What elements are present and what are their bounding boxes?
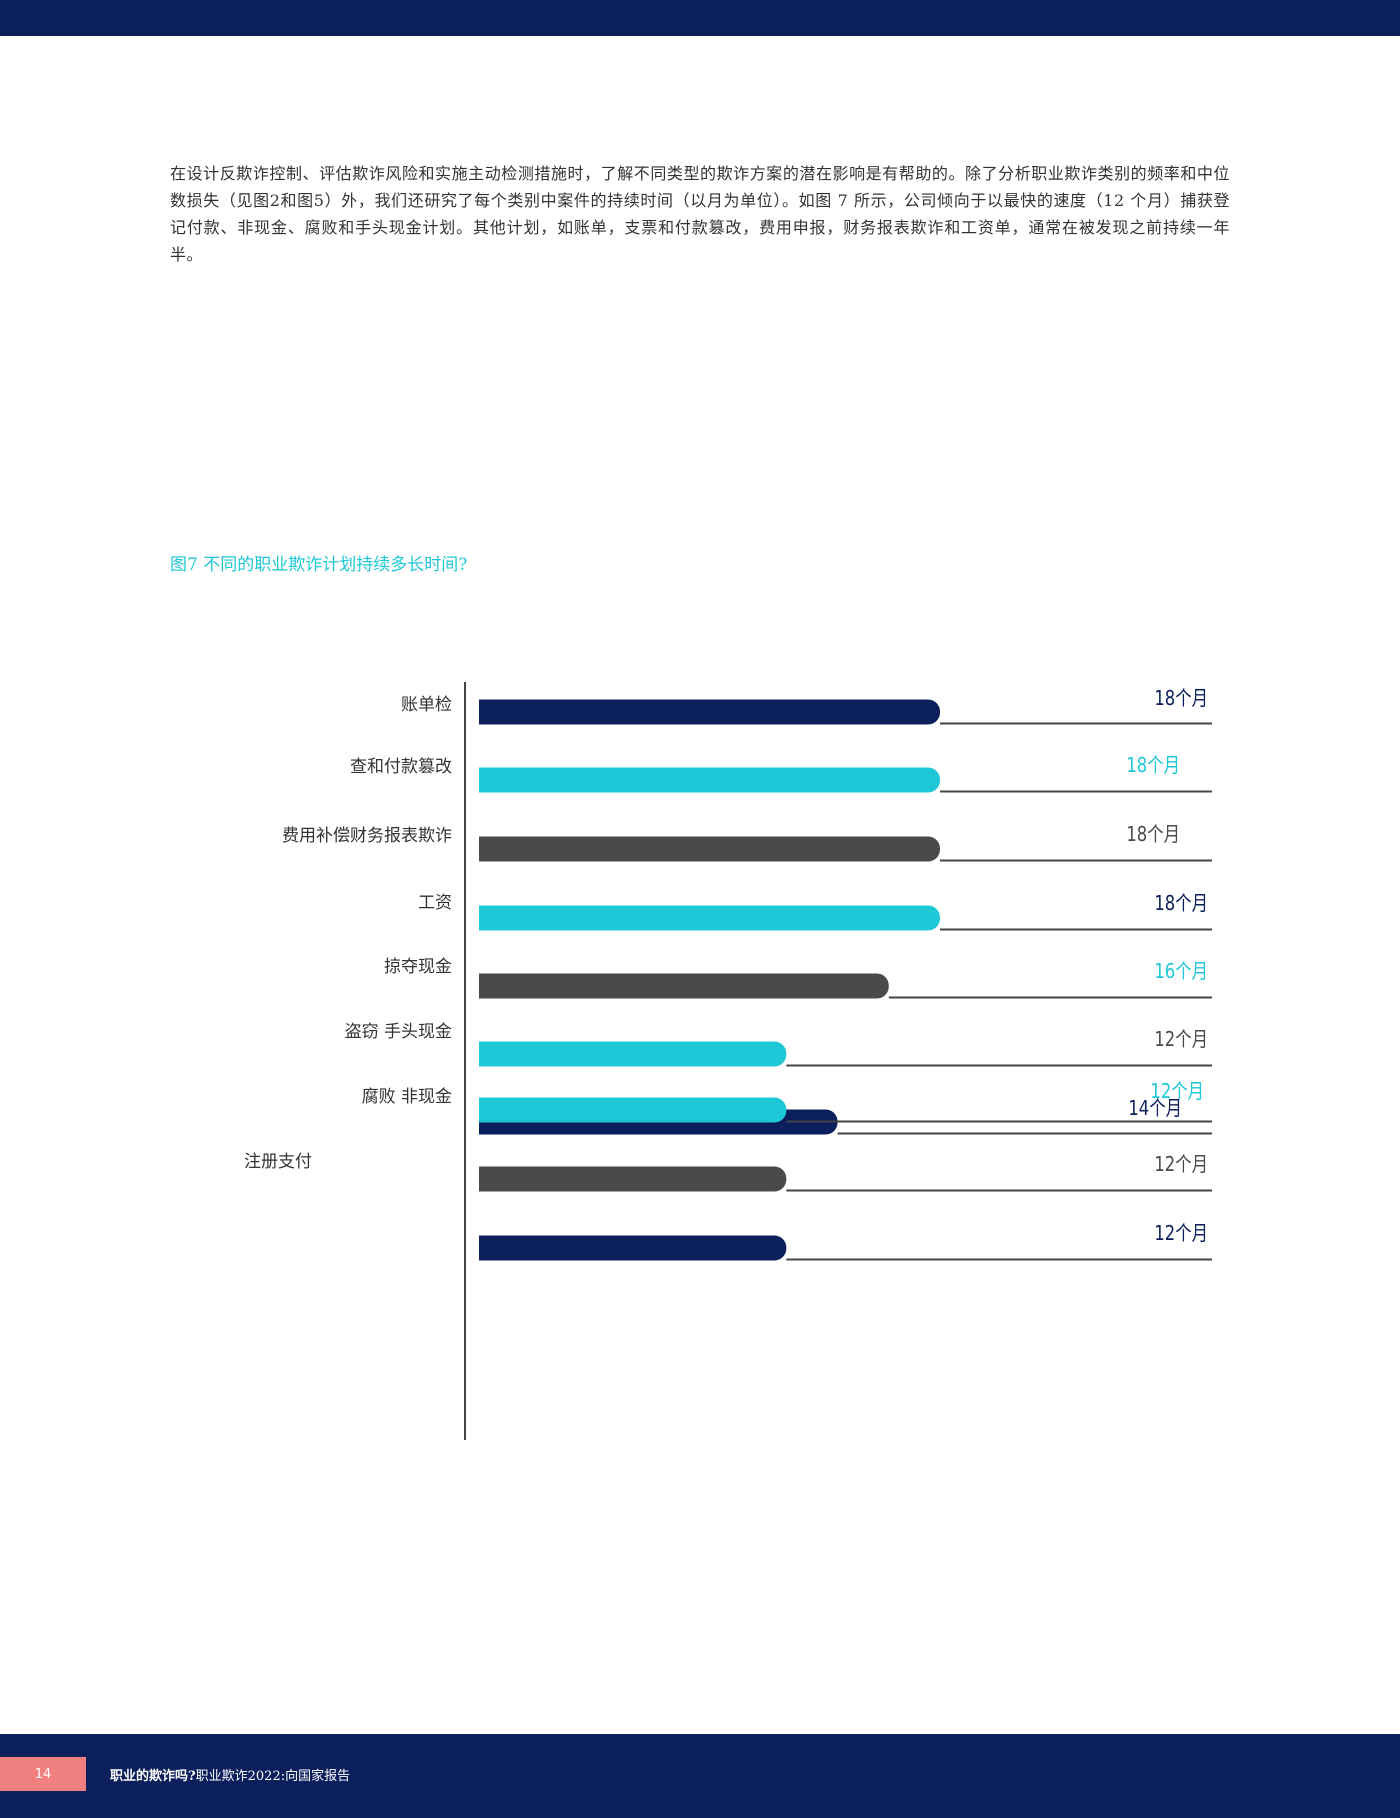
bar-掠夺现金	[479, 973, 889, 999]
category-label: 腐败 非现金	[362, 1087, 452, 1107]
bar-腐败-square-end	[479, 1166, 493, 1192]
footer-band	[0, 1734, 1400, 1818]
chart-title: 图7 不同的职业欺诈计划持续多长时间?	[170, 555, 468, 575]
bar-corruption	[479, 1097, 787, 1123]
bar-注册支付-square-end	[479, 1235, 493, 1261]
intro-paragraph: 在设计反欺诈控制、评估欺诈风险和实施主动检测措施时，了解不同类型的欺诈方案的潜在…	[170, 164, 1230, 264]
value-label: 18个月	[1154, 688, 1208, 711]
value-label: 12个月	[1154, 1154, 1208, 1177]
bar-盗窃 手头现金-square-end	[479, 1041, 493, 1067]
bar-盗窃 手头现金	[479, 1041, 787, 1067]
category-label: 查和付款篡改	[350, 756, 452, 777]
footer-subtitle: 职业欺诈2022:向国家报告	[195, 1769, 351, 1784]
category-label: 费用补偿财务报表欺诈	[282, 826, 452, 846]
bar-账单检	[479, 699, 940, 725]
footer-title-bold: 职业的欺诈吗?	[110, 1769, 196, 1784]
value-label: 14个月	[1128, 1098, 1182, 1121]
value-label: 12个月	[1150, 1081, 1204, 1104]
category-label: 掠夺现金	[384, 957, 452, 977]
value-label: 18个月	[1126, 824, 1180, 847]
footer-title: 职业的欺诈吗?职业欺诈2022:向国家报告	[110, 1765, 350, 1784]
value-label: 16个月	[1154, 961, 1208, 984]
category-label: 盗窃 手头现金	[345, 1022, 452, 1042]
bar-掠夺现金-square-end	[479, 973, 493, 999]
category-label: 工资	[418, 893, 452, 913]
bar-查和付款篡改-square-end	[479, 767, 493, 793]
value-label: 12个月	[1154, 1223, 1208, 1246]
category-label: 账单检	[401, 695, 452, 715]
value-label: 18个月	[1126, 755, 1180, 778]
value-label: 18个月	[1154, 893, 1208, 916]
top-band	[0, 0, 1400, 36]
bar-注册支付	[479, 1235, 787, 1261]
value-label: 12个月	[1154, 1029, 1208, 1052]
bar-腐败	[479, 1166, 787, 1192]
bar-工资-square-end	[479, 905, 493, 931]
bar-账单检-square-end	[479, 699, 493, 725]
category-label: 注册支付	[244, 1152, 312, 1172]
bar-费用补偿-square-end	[479, 836, 493, 862]
bar-corruption-square-end	[479, 1097, 493, 1123]
bar-工资	[479, 905, 940, 931]
page-number: 14	[0, 1757, 86, 1791]
bar-费用补偿	[479, 836, 940, 862]
bar-查和付款篡改	[479, 767, 940, 793]
